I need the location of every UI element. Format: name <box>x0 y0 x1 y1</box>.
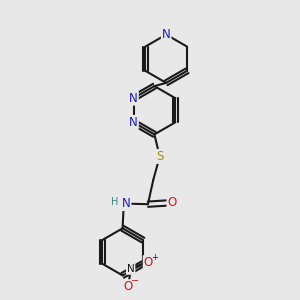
Text: N: N <box>129 92 138 105</box>
Text: H: H <box>111 197 118 207</box>
Text: O: O <box>124 280 133 293</box>
Text: +: + <box>152 253 158 262</box>
Text: N: N <box>122 197 130 210</box>
Text: N: N <box>162 28 171 41</box>
Text: S: S <box>156 150 164 163</box>
Text: N: N <box>129 116 138 129</box>
Text: −: − <box>131 276 139 286</box>
Text: N: N <box>127 264 134 274</box>
Text: O: O <box>167 196 177 209</box>
Text: O: O <box>144 256 153 269</box>
